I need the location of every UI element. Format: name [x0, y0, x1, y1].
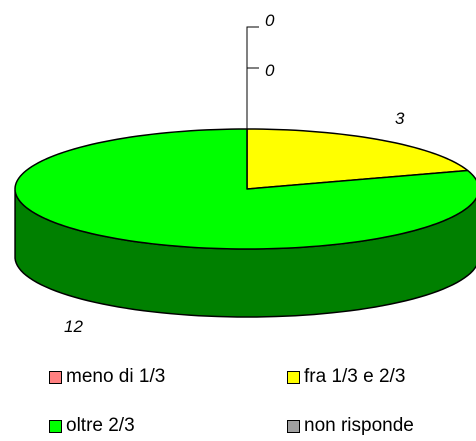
pie-plot-area [14, 128, 476, 318]
slice-oltre-2-3 [14, 128, 476, 250]
data-label-non-risponde: 0 [265, 61, 275, 80]
data-label-meno-di-1-3: 0 [265, 11, 275, 30]
data-labels: 0 3 12 0 [64, 11, 405, 336]
slice-fra-1-3-e-2-3 [246, 128, 469, 190]
leader-line-zero-slices [246, 26, 259, 189]
data-label-oltre-2-3: 12 [64, 317, 83, 336]
data-label-fra-1-3-e-2-3: 3 [395, 109, 405, 128]
